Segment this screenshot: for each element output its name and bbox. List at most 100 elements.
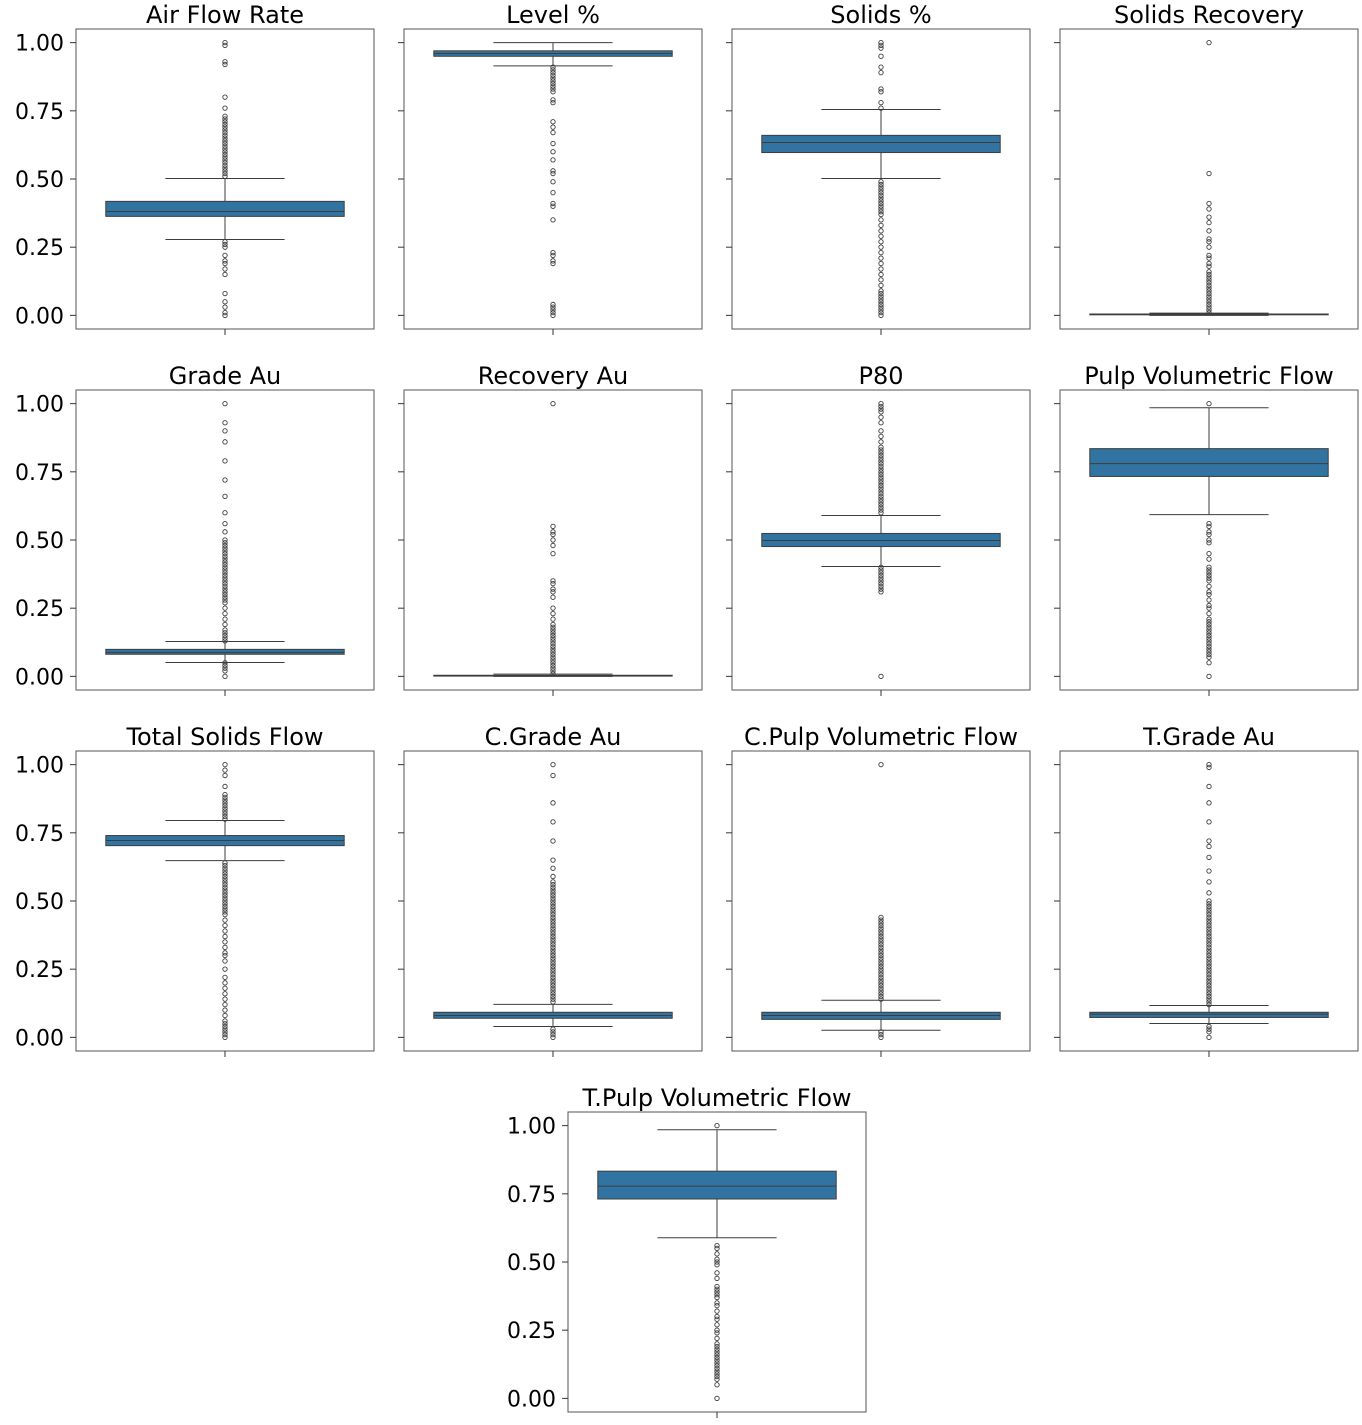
outlier bbox=[222, 162, 228, 169]
outlier bbox=[878, 575, 884, 581]
outlier bbox=[1206, 843, 1212, 850]
outlier bbox=[222, 876, 228, 882]
outlier bbox=[550, 252, 556, 259]
outlier bbox=[550, 879, 556, 885]
outlier bbox=[1206, 277, 1212, 283]
outlier bbox=[550, 307, 556, 313]
outlier bbox=[878, 403, 884, 410]
outlier bbox=[222, 540, 228, 546]
outlier bbox=[1206, 621, 1212, 628]
outlier bbox=[1206, 616, 1212, 622]
outlier bbox=[222, 621, 228, 628]
outlier bbox=[550, 124, 556, 130]
outlier bbox=[1206, 214, 1212, 220]
outlier bbox=[550, 890, 556, 896]
outlier bbox=[222, 561, 228, 568]
outlier bbox=[550, 873, 556, 880]
outlier bbox=[222, 811, 228, 817]
outlier bbox=[1206, 906, 1212, 912]
outlier bbox=[1206, 909, 1212, 915]
outlier bbox=[1206, 898, 1212, 904]
outlier bbox=[550, 977, 556, 983]
outlier bbox=[1206, 974, 1212, 981]
outlier bbox=[550, 523, 556, 530]
panel-title: C.Pulp Volumetric Flow bbox=[744, 723, 1018, 751]
outlier bbox=[878, 249, 884, 256]
outlier bbox=[878, 195, 884, 201]
outlier bbox=[550, 1031, 556, 1038]
outlier bbox=[1206, 911, 1212, 918]
outlier bbox=[878, 996, 884, 1002]
outlier bbox=[714, 1373, 720, 1380]
outlier bbox=[1206, 933, 1212, 940]
outlier bbox=[1206, 654, 1212, 660]
outlier bbox=[714, 1357, 720, 1363]
outlier bbox=[1206, 537, 1212, 543]
outlier bbox=[878, 244, 884, 250]
outlier bbox=[222, 151, 228, 158]
outlier bbox=[550, 996, 556, 1002]
outlier bbox=[550, 1029, 556, 1035]
outlier bbox=[550, 64, 556, 70]
box bbox=[105, 200, 345, 217]
outlier bbox=[714, 1316, 720, 1322]
outlier bbox=[550, 944, 556, 951]
outlier bbox=[550, 97, 556, 103]
outlier bbox=[222, 884, 228, 891]
outlier bbox=[550, 969, 556, 975]
outlier bbox=[222, 892, 228, 899]
outlier bbox=[878, 463, 884, 470]
outlier bbox=[714, 1365, 720, 1372]
outlier bbox=[878, 971, 884, 978]
outlier bbox=[550, 922, 556, 929]
outlier bbox=[222, 309, 228, 316]
outlier bbox=[1206, 239, 1212, 245]
outlier bbox=[878, 920, 884, 926]
outlier bbox=[550, 129, 556, 136]
outlier bbox=[878, 493, 884, 500]
outlier bbox=[878, 266, 884, 272]
outlier bbox=[878, 499, 884, 505]
outlier bbox=[222, 105, 228, 111]
outlier bbox=[1206, 982, 1212, 989]
y-tick-label: 0.75 bbox=[507, 1183, 556, 1208]
outlier bbox=[714, 1262, 720, 1268]
outlier bbox=[222, 1012, 228, 1019]
outlier bbox=[714, 1245, 720, 1252]
outlier bbox=[1206, 643, 1212, 650]
outlier bbox=[222, 39, 228, 46]
outlier bbox=[550, 249, 556, 256]
outlier bbox=[222, 542, 228, 549]
panel-title: Grade Au bbox=[169, 362, 281, 390]
outlier bbox=[222, 260, 228, 267]
outlier bbox=[550, 865, 556, 871]
outlier bbox=[878, 69, 884, 76]
outlier bbox=[878, 64, 884, 70]
outlier bbox=[1206, 570, 1212, 576]
outlier bbox=[550, 168, 556, 174]
outlier bbox=[1206, 917, 1212, 923]
outlier bbox=[222, 241, 228, 248]
outlier bbox=[878, 939, 884, 945]
panel-title: Air Flow Rate bbox=[146, 1, 304, 29]
outlier bbox=[550, 632, 556, 639]
outlier bbox=[878, 985, 884, 991]
outlier bbox=[1206, 263, 1212, 269]
outlier bbox=[878, 209, 884, 215]
panel-title: Level % bbox=[506, 1, 600, 29]
outlier bbox=[714, 1122, 720, 1129]
outlier bbox=[550, 654, 556, 660]
outlier bbox=[550, 966, 556, 972]
outlier bbox=[550, 621, 556, 628]
outlier bbox=[222, 816, 228, 822]
outlier bbox=[1206, 619, 1212, 625]
outlier bbox=[550, 993, 556, 1000]
outlier bbox=[222, 119, 228, 125]
outlier bbox=[550, 189, 556, 196]
outlier bbox=[550, 542, 556, 549]
outlier bbox=[1206, 540, 1212, 546]
outlier bbox=[1206, 285, 1212, 291]
outlier bbox=[1206, 556, 1212, 562]
outlier bbox=[1206, 219, 1212, 226]
outlier bbox=[878, 567, 884, 573]
